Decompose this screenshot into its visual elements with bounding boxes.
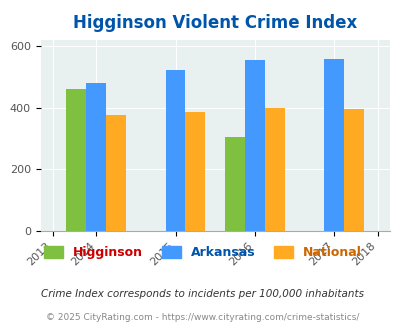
Bar (343, 109, 363, 231)
Text: © 2025 CityRating.com - https://www.cityrating.com/crime-statistics/: © 2025 CityRating.com - https://www.city… (46, 313, 359, 322)
Bar (264, 108, 284, 231)
Text: Crime Index corresponds to incidents per 100,000 inhabitants: Crime Index corresponds to incidents per… (41, 289, 364, 299)
Bar (66, 89, 86, 231)
Bar (185, 112, 205, 231)
Bar (244, 60, 264, 231)
Bar (324, 59, 343, 231)
Title: Higginson Violent Crime Index: Higginson Violent Crime Index (73, 15, 356, 32)
Bar (165, 71, 185, 231)
Legend: Higginson, Arkansas, National: Higginson, Arkansas, National (39, 241, 366, 264)
Bar (106, 115, 126, 231)
Bar (224, 137, 244, 231)
Bar (86, 83, 106, 231)
